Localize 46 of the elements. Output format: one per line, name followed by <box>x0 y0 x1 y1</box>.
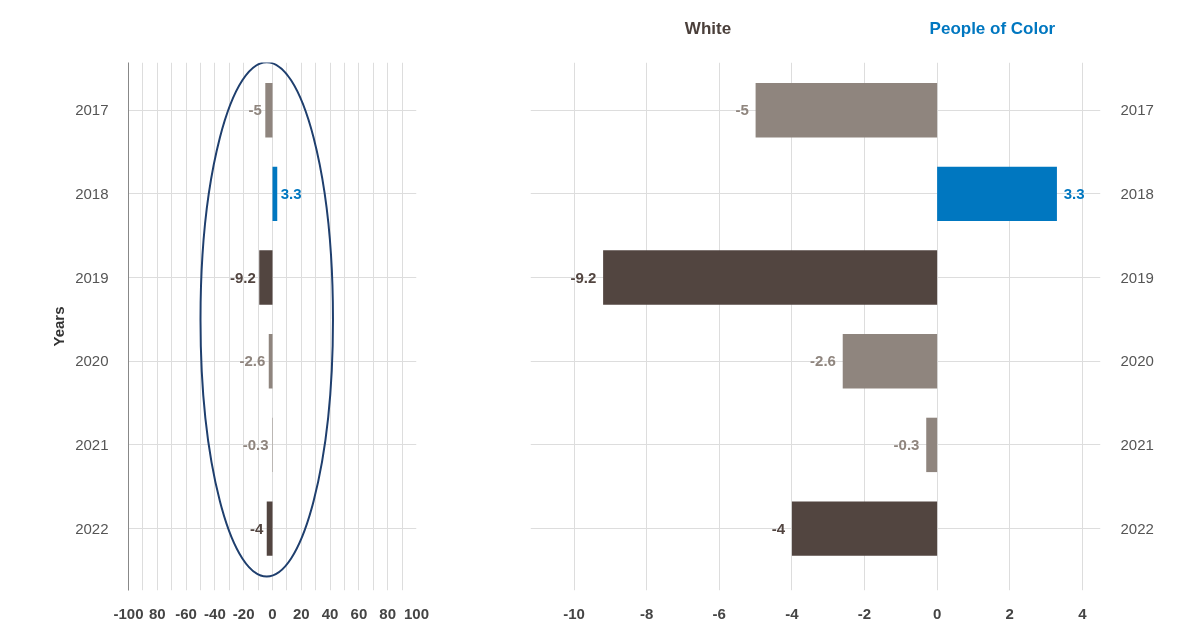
x-tick-label: -6 <box>712 604 726 622</box>
x-tick-label: 0 <box>932 604 942 622</box>
text: White <box>684 18 732 38</box>
x-tick-label: -60 <box>175 604 197 622</box>
y-tick-label: 2017 <box>75 101 109 119</box>
data-label: -9.2 <box>570 268 597 286</box>
text: People of Color <box>929 18 1056 38</box>
y-tick-label: 2018 <box>1120 184 1154 202</box>
y-tick-label: 2021 <box>75 435 109 453</box>
x-tick-label: -100 <box>113 604 144 622</box>
y-tick-label: 2020 <box>1120 352 1154 370</box>
data-label: -9.2 <box>229 268 256 286</box>
y-tick-label: 2018 <box>75 184 109 202</box>
data-label: -0.3 <box>893 435 920 453</box>
data-label: -2.6 <box>810 352 836 370</box>
x-tick-label: -20 <box>232 604 255 622</box>
data-label: -5 <box>735 101 749 119</box>
y-tick-label: 2019 <box>75 268 109 286</box>
x-tick-label: 80 <box>148 604 166 622</box>
data-label: -2.6 <box>239 352 266 370</box>
y-tick-label: 2017 <box>1120 101 1154 119</box>
x-tick-label: 4 <box>1078 604 1088 622</box>
x-tick-label: 100 <box>403 604 430 622</box>
y-tick-label: 2021 <box>1120 435 1154 453</box>
x-tick-label: 60 <box>350 604 368 622</box>
data-label: 3.3 <box>1063 184 1085 202</box>
data-label: -4 <box>771 519 786 537</box>
data-label: -4 <box>249 519 264 537</box>
y-tick-label: 2019 <box>1120 268 1154 286</box>
y-tick-label: 2020 <box>75 352 109 370</box>
x-tick-label: -8 <box>640 604 654 622</box>
x-tick-label: -10 <box>563 604 585 622</box>
y-tick-label: 2022 <box>1120 519 1154 537</box>
x-tick-label: 0 <box>268 604 277 622</box>
data-label: -0.3 <box>242 435 269 453</box>
x-tick-label: 20 <box>292 604 310 622</box>
data-label: -5 <box>248 101 262 119</box>
x-tick-label: -2 <box>857 604 872 622</box>
x-tick-label: 40 <box>321 604 339 622</box>
x-tick-label: 80 <box>379 604 397 622</box>
x-tick-label: 2 <box>1005 604 1014 622</box>
y-tick-label: 2022 <box>75 519 109 537</box>
data-label: 3.3 <box>280 184 302 202</box>
x-tick-label: -40 <box>204 604 226 622</box>
x-tick-label: -4 <box>785 604 800 622</box>
y-axis-title: Years <box>50 306 68 347</box>
